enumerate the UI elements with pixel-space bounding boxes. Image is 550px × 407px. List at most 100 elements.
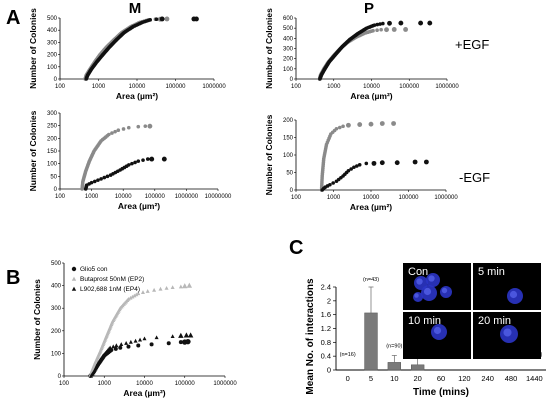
data-point bbox=[99, 177, 103, 181]
data-point bbox=[331, 181, 335, 185]
data-point bbox=[345, 122, 351, 128]
y-tick-label: 0 bbox=[54, 187, 58, 193]
bar bbox=[411, 364, 425, 371]
n-label: (n=43) bbox=[363, 277, 379, 283]
data-point bbox=[126, 344, 131, 349]
y-tick-label: 200 bbox=[47, 136, 58, 142]
data-point bbox=[182, 283, 188, 289]
cell-nucleus-highlight bbox=[423, 287, 432, 296]
y-tick-label: 400 bbox=[51, 284, 62, 290]
data-point bbox=[341, 124, 345, 129]
data-point bbox=[403, 27, 409, 32]
micrograph-panel bbox=[473, 263, 541, 310]
data-point bbox=[116, 128, 121, 133]
data-point bbox=[126, 125, 131, 130]
chart-a-p-minus-egf: 0 50 100 150 200 100 1000 10000 100000 1000000 Are… bbox=[264, 114, 458, 212]
x-tick-label: 1000 bbox=[327, 84, 341, 90]
y-tick-label: 0 bbox=[54, 77, 58, 83]
y-tick-label: 100 bbox=[283, 153, 294, 159]
data-point bbox=[423, 159, 429, 165]
x-axis-title: Area (µm²) bbox=[116, 91, 158, 101]
y-tick-label: 0.4 bbox=[321, 352, 331, 361]
x-tick-label: 10000 bbox=[363, 195, 380, 201]
cell-nucleus-highlight bbox=[428, 275, 435, 282]
y-tick-label: 100 bbox=[47, 65, 58, 71]
x-tick-label: 10000 bbox=[136, 381, 153, 387]
x-tick-label: 100000 bbox=[165, 84, 186, 90]
data-point bbox=[346, 168, 351, 173]
x-tick-label: 1000 bbox=[85, 194, 99, 200]
data-point bbox=[161, 156, 167, 162]
panel-c-letter: C bbox=[289, 237, 303, 259]
y-tick-label: 300 bbox=[47, 40, 58, 46]
data-point bbox=[126, 163, 131, 167]
x-tick-label: 1000 bbox=[98, 381, 112, 387]
data-point bbox=[375, 28, 379, 32]
y-tick-label: 150 bbox=[47, 149, 58, 155]
y-tick-label: 250 bbox=[47, 124, 58, 130]
x-tick-label: 1000000 bbox=[202, 84, 226, 90]
chart-c: 0 0.4 0.8 1.2 1.6 2 2.4 0 (n=16) 5 (n=43) 10 (n=90) 2… bbox=[305, 263, 546, 398]
data-point bbox=[152, 287, 157, 292]
data-point bbox=[364, 161, 369, 166]
panel-a-letter: A bbox=[6, 7, 20, 29]
x-tick-label: 120 bbox=[458, 374, 471, 383]
data-point bbox=[154, 335, 159, 340]
data-point bbox=[349, 167, 353, 171]
data-point bbox=[418, 20, 424, 26]
bar bbox=[387, 362, 401, 371]
y-tick-label: 200 bbox=[51, 329, 62, 335]
data-point bbox=[124, 341, 129, 345]
x-tick-label: 240 bbox=[481, 374, 494, 383]
data-point bbox=[111, 344, 116, 349]
data-point bbox=[158, 286, 163, 291]
data-point bbox=[128, 295, 133, 300]
x-tick-label: 100 bbox=[291, 195, 302, 201]
y-tick-label: 500 bbox=[283, 26, 294, 32]
data-point bbox=[143, 124, 148, 128]
y-tick-label: 200 bbox=[283, 118, 294, 124]
data-point bbox=[141, 158, 145, 162]
data-point bbox=[118, 345, 123, 350]
data-point bbox=[352, 165, 356, 170]
data-point bbox=[398, 20, 404, 26]
data-point bbox=[170, 285, 175, 290]
legend-marker bbox=[71, 286, 77, 291]
data-point bbox=[337, 125, 342, 130]
data-point bbox=[121, 127, 126, 131]
bar bbox=[364, 312, 378, 371]
x-tick-label: 100 bbox=[55, 84, 66, 90]
data-point bbox=[427, 20, 433, 26]
x-axis-title: Area (µm²) bbox=[118, 201, 160, 211]
data-point bbox=[148, 18, 152, 22]
y-axis-title: Number of Colonies bbox=[264, 8, 274, 89]
data-point bbox=[89, 180, 94, 185]
y-axis-title: Number of Colonies bbox=[264, 114, 274, 195]
n-label: (n=90) bbox=[386, 343, 402, 349]
y-tick-label: 200 bbox=[283, 57, 294, 63]
data-point bbox=[114, 343, 119, 348]
data-point bbox=[96, 178, 100, 182]
data-point bbox=[328, 182, 332, 187]
x-tick-label: 1000000 bbox=[213, 381, 237, 387]
data-point bbox=[145, 157, 150, 161]
y-axis-title: Number of Colonies bbox=[28, 110, 38, 191]
x-tick-label: 10000 bbox=[363, 84, 380, 90]
x-tick-label: 100000 bbox=[145, 194, 166, 200]
micrograph-panel bbox=[403, 263, 471, 310]
y-tick-label: 400 bbox=[47, 28, 58, 34]
y-tick-label: 300 bbox=[51, 306, 62, 312]
micrograph-label: 5 min bbox=[478, 266, 505, 278]
data-point bbox=[154, 17, 159, 22]
x-tick-label: 100 bbox=[291, 84, 302, 90]
x-tick-label: 100 bbox=[59, 381, 70, 387]
y-tick-label: 600 bbox=[283, 16, 294, 22]
data-point bbox=[126, 296, 131, 301]
data-point bbox=[92, 179, 97, 184]
data-point bbox=[381, 21, 385, 26]
data-point bbox=[178, 284, 183, 289]
data-point bbox=[134, 292, 139, 297]
y-tick-label: 1.2 bbox=[321, 324, 331, 333]
data-point bbox=[384, 27, 389, 33]
